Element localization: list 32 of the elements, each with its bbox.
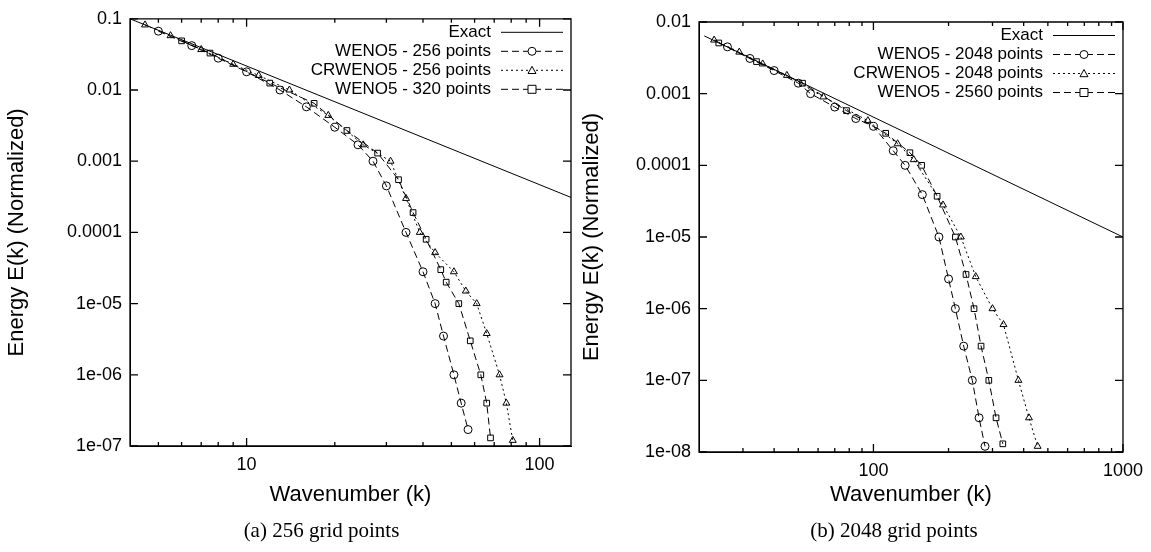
legend-label: WENO5 - 2048 points (877, 44, 1043, 64)
text: (a) 256 grid points (242, 518, 401, 543)
y-tick-label: 0.0001 (66, 221, 122, 242)
y-tick-label: 1e-08 (644, 440, 691, 461)
y-tick-label: 0.001 (76, 150, 122, 171)
x-tick-label: 10 (236, 453, 257, 474)
y-tick-label: 1e-07 (644, 369, 691, 390)
y-axis-title: Energy E(k) (Normalized) (578, 112, 604, 362)
legend-label: WENO5 - 320 points (335, 78, 491, 98)
y-tick-label: 0.01 (655, 10, 691, 31)
y-tick-label: 1e-06 (75, 363, 122, 384)
y-tick-label: 0.0001 (635, 154, 691, 175)
x-axis-title: Wavenumber (k) (830, 480, 992, 506)
y-tick-label: 1e-05 (75, 292, 122, 313)
x-tick-label: 100 (858, 459, 889, 480)
y-axis-title: Energy E(k) (Normalized) (3, 108, 29, 357)
y-tick-label: 0.1 (96, 7, 122, 28)
legend-label: WENO5 - 256 points (335, 40, 491, 60)
y-tick-label: 1e-05 (644, 225, 691, 246)
x-tick-label: 100 (524, 453, 555, 474)
legend-label: Exact (1000, 25, 1044, 45)
x-tick-label: 1000 (1102, 459, 1143, 480)
text: (b) 2048 grid points (809, 518, 979, 543)
y-tick-label: 1e-06 (644, 297, 691, 318)
legend-label: Exact (448, 21, 492, 41)
y-tick-label: 0.001 (645, 82, 691, 103)
y-tick-label: 1e-07 (75, 434, 122, 455)
legend-label: CRWENO5 - 2048 points (853, 63, 1043, 83)
y-tick-label: 0.01 (86, 78, 122, 99)
legend-label: CRWENO5 - 256 points (310, 59, 491, 79)
x-axis-title: Wavenumber (k) (269, 480, 432, 506)
legend-label: WENO5 - 2560 points (877, 82, 1043, 102)
